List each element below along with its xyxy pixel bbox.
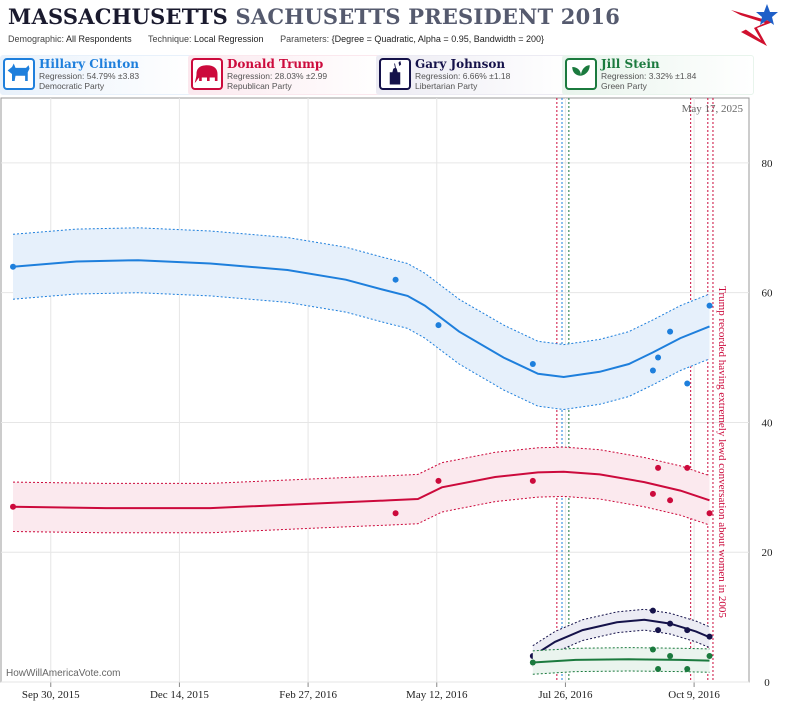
page-title: MASSACHUSETTS SACHUSETTS PRESIDENT 2016 <box>8 4 620 29</box>
band-upper-line <box>532 647 710 652</box>
poll-point <box>10 503 17 510</box>
poll-point <box>684 380 691 387</box>
title-sub: SACHUSETTS PRESIDENT 2016 <box>235 4 621 29</box>
poll-point <box>706 633 713 640</box>
legend-johnson: Gary Johnson Regression: 6.66% ±1.18 Lib… <box>376 55 568 95</box>
leaf-icon <box>565 58 597 90</box>
poll-point <box>684 666 691 673</box>
poll-point <box>435 477 442 484</box>
poll-point <box>529 477 536 484</box>
technique-label: Technique: <box>147 34 192 44</box>
candidate-party: Republican Party <box>227 81 292 91</box>
candidate-party: Libertarian Party <box>415 81 478 91</box>
band-lower-line <box>12 292 710 411</box>
candidate-regression: Regression: 6.66% ±1.18 <box>415 71 511 81</box>
trend-line <box>12 259 710 379</box>
candidate-name: Jill Stein <box>601 57 660 71</box>
trend-line <box>532 618 710 657</box>
date-label: May 17, 2025 <box>682 103 744 115</box>
parameters-label: Parameters: <box>280 34 330 44</box>
poll-point <box>684 464 691 471</box>
band-lower-line <box>532 629 710 667</box>
band-upper-line <box>12 446 710 484</box>
poll-point <box>706 302 713 309</box>
poll-point <box>655 354 662 361</box>
parameters-line: Demographic: All Respondents Technique: … <box>8 34 544 44</box>
candidate-name: Gary Johnson <box>415 57 506 71</box>
y-tick-label: 20 <box>762 547 774 559</box>
demographic-value: All Respondents <box>66 34 132 44</box>
candidate-party: Democratic Party <box>39 81 105 91</box>
band-lower-line <box>12 495 710 534</box>
legend-clinton: Hillary Clinton Regression: 54.79% ±3.83… <box>0 55 192 95</box>
poll-point <box>667 497 674 504</box>
poll-point <box>10 263 17 270</box>
site-logo-icon <box>731 4 778 46</box>
elephant-icon <box>191 58 223 90</box>
poll-point <box>706 510 713 517</box>
poll-point <box>649 490 656 497</box>
statue-of-liberty-icon <box>379 58 411 90</box>
poll-point <box>529 659 536 666</box>
poll-point <box>667 328 674 335</box>
poll-point <box>655 464 662 471</box>
poll-point <box>706 653 713 660</box>
y-tick-label: 40 <box>762 417 774 429</box>
trend-line <box>12 470 710 510</box>
candidate-regression: Regression: 28.03% ±2.99 <box>227 71 328 81</box>
poll-point <box>684 627 691 634</box>
poll-point <box>435 322 442 329</box>
candidate-legend: Hillary Clinton Regression: 54.79% ±3.83… <box>0 55 789 95</box>
candidate-regression: Regression: 54.79% ±3.83 <box>39 71 140 81</box>
poll-point <box>529 361 536 368</box>
demographic-label: Demographic: <box>8 34 65 44</box>
trend-line <box>532 658 710 664</box>
poll-chart: Sep 30, 2015 Dec 14, 2015 Feb 27, 2016 May … <box>0 97 774 701</box>
poll-point <box>667 620 674 627</box>
poll-point <box>392 510 399 517</box>
poll-point <box>655 627 662 634</box>
band-upper-line <box>532 608 710 647</box>
poll-point <box>649 367 656 374</box>
poll-point <box>667 653 674 660</box>
band-upper-line <box>12 227 710 346</box>
poll-point <box>655 666 662 673</box>
legend-trump: Donald Trump Regression: 28.03% ±2.99 Re… <box>188 55 380 95</box>
poll-point <box>649 646 656 653</box>
candidate-name: Hillary Clinton <box>39 57 139 71</box>
poll-point <box>392 276 399 283</box>
x-tick-label: Jul 26, 2016 <box>538 689 593 701</box>
technique-value: Local Regression <box>194 34 264 44</box>
x-tick-label: Feb 27, 2016 <box>279 689 337 701</box>
parameters-value: {Degree = Quadratic, Alpha = 0.95, Bandw… <box>331 34 545 44</box>
legend-stein: Jill Stein Regression: 3.32% ±1.84 Green… <box>562 55 754 95</box>
candidate-regression: Regression: 3.32% ±1.84 <box>601 71 697 81</box>
candidate-party: Green Party <box>601 81 647 91</box>
candidate-name: Donald Trump <box>227 57 324 71</box>
x-tick-label: Sep 30, 2015 <box>22 689 80 701</box>
x-tick-label: Dec 14, 2015 <box>150 689 209 701</box>
y-tick-label: 60 <box>762 288 774 300</box>
donkey-icon <box>3 58 35 90</box>
x-tick-label: May 12, 2016 <box>406 689 468 701</box>
poll-point <box>649 607 656 614</box>
confidence-band <box>532 647 710 675</box>
y-tick-label: 80 <box>762 158 774 170</box>
band-lower-line <box>532 670 710 675</box>
title-main: MASSACHUSETTS <box>8 4 229 29</box>
confidence-band <box>13 447 710 533</box>
x-tick-label: Oct 9, 2016 <box>668 689 720 701</box>
event-annotation: Trump recorded having extremely lewd con… <box>716 286 728 618</box>
source-credit: HowWillAmericaVote.com <box>6 668 121 679</box>
y-tick-label: 0 <box>764 677 770 689</box>
